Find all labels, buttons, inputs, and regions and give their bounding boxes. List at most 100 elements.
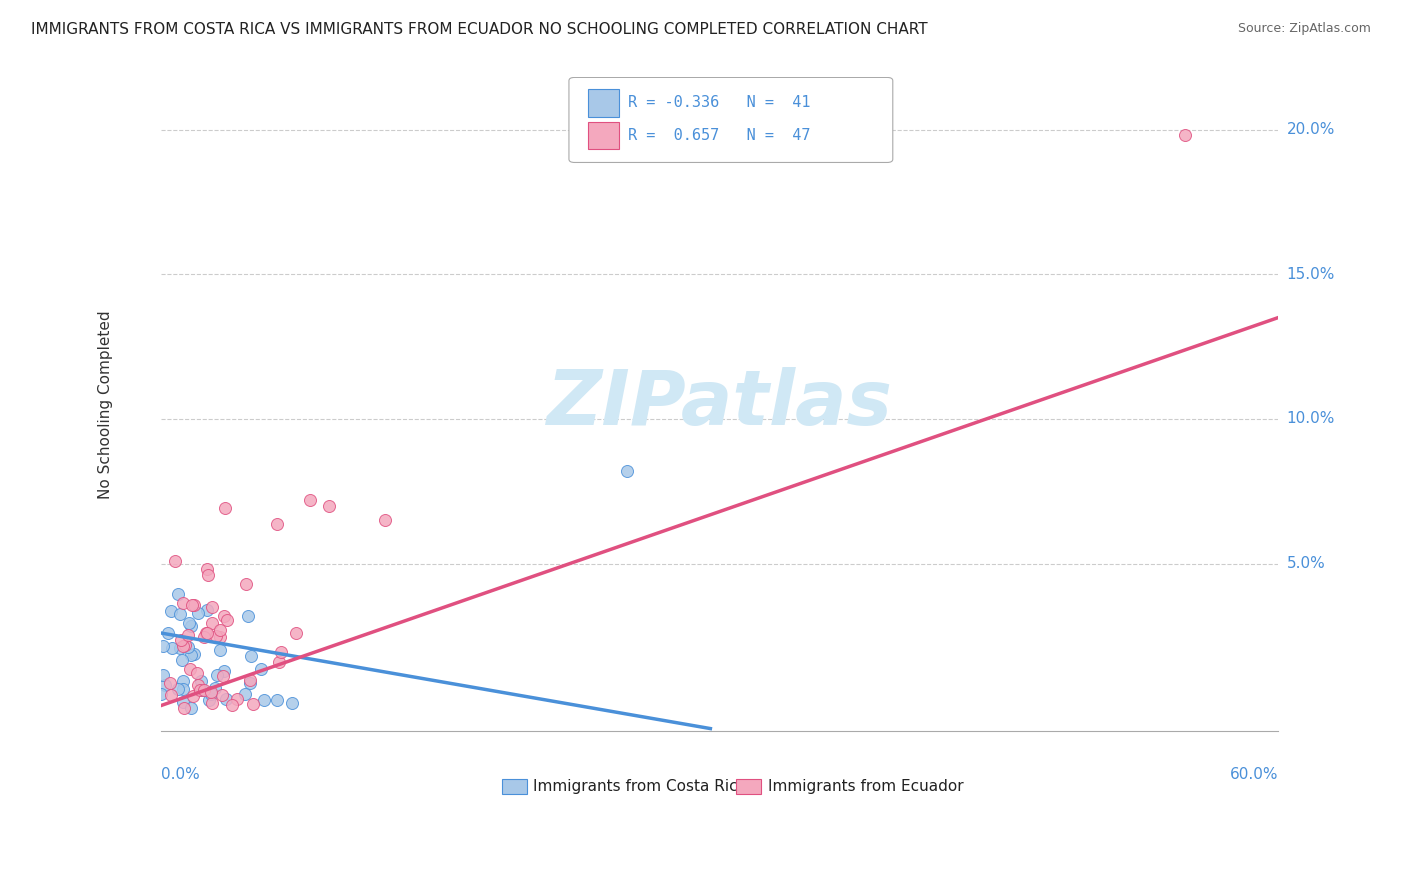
Point bbox=[177, 615, 200, 630]
Point bbox=[208, 630, 231, 644]
Point bbox=[181, 598, 204, 612]
Point bbox=[153, 678, 176, 692]
Point bbox=[169, 632, 191, 647]
Point bbox=[249, 662, 271, 676]
Point bbox=[233, 687, 256, 701]
Text: 60.0%: 60.0% bbox=[1230, 767, 1278, 782]
Bar bbox=[502, 780, 526, 794]
Point bbox=[204, 681, 226, 695]
Point bbox=[200, 687, 222, 701]
Point bbox=[159, 676, 181, 690]
Point bbox=[225, 691, 247, 706]
Point bbox=[191, 682, 214, 697]
Point bbox=[195, 626, 218, 640]
Text: 20.0%: 20.0% bbox=[1286, 122, 1334, 137]
Point bbox=[170, 653, 193, 667]
Point bbox=[211, 688, 233, 702]
Bar bbox=[588, 89, 619, 117]
Text: 0.0%: 0.0% bbox=[162, 767, 200, 782]
Point bbox=[177, 640, 200, 654]
Point bbox=[152, 667, 174, 681]
Point bbox=[172, 681, 194, 696]
Point bbox=[215, 613, 238, 627]
Point bbox=[181, 689, 204, 703]
Point bbox=[201, 696, 224, 710]
Point bbox=[187, 606, 209, 620]
Text: 15.0%: 15.0% bbox=[1286, 267, 1334, 282]
Point bbox=[197, 567, 219, 582]
Point bbox=[221, 698, 243, 712]
Point bbox=[177, 628, 200, 642]
Point bbox=[270, 645, 292, 659]
Point bbox=[214, 609, 236, 624]
Point bbox=[152, 639, 174, 653]
Text: Immigrants from Ecuador: Immigrants from Ecuador bbox=[768, 779, 963, 794]
Text: Source: ZipAtlas.com: Source: ZipAtlas.com bbox=[1237, 22, 1371, 36]
Point bbox=[169, 640, 191, 655]
Point bbox=[195, 562, 218, 576]
Point bbox=[180, 701, 202, 715]
Bar bbox=[737, 780, 761, 794]
Point bbox=[242, 697, 264, 711]
Point bbox=[266, 692, 288, 706]
Point bbox=[240, 648, 263, 663]
Point bbox=[160, 640, 183, 655]
Point bbox=[284, 626, 307, 640]
Point bbox=[374, 513, 396, 527]
Point bbox=[1174, 128, 1197, 143]
Point bbox=[235, 577, 257, 591]
Point bbox=[187, 678, 209, 692]
Bar bbox=[588, 122, 619, 149]
Point bbox=[193, 682, 215, 697]
Point bbox=[214, 500, 236, 515]
Text: 5.0%: 5.0% bbox=[1286, 556, 1324, 571]
Point bbox=[239, 673, 262, 687]
FancyBboxPatch shape bbox=[569, 78, 893, 162]
Point bbox=[269, 655, 291, 669]
Point bbox=[198, 693, 221, 707]
Point bbox=[180, 619, 202, 633]
Point bbox=[183, 598, 205, 612]
Text: R =  0.657   N =  47: R = 0.657 N = 47 bbox=[628, 128, 811, 143]
Point bbox=[215, 691, 238, 706]
Point bbox=[167, 587, 190, 601]
Text: IMMIGRANTS FROM COSTA RICA VS IMMIGRANTS FROM ECUADOR NO SCHOOLING COMPLETED COR: IMMIGRANTS FROM COSTA RICA VS IMMIGRANTS… bbox=[31, 22, 928, 37]
Text: R = -0.336   N =  41: R = -0.336 N = 41 bbox=[628, 95, 811, 111]
Point bbox=[201, 615, 224, 630]
Point bbox=[201, 599, 224, 614]
Point bbox=[239, 675, 262, 690]
Text: ZIPatlas: ZIPatlas bbox=[547, 368, 893, 442]
Point bbox=[266, 516, 288, 531]
Point bbox=[195, 603, 218, 617]
Point bbox=[616, 464, 638, 478]
Point bbox=[280, 696, 302, 710]
Point bbox=[209, 642, 232, 657]
Point bbox=[183, 647, 205, 661]
Point bbox=[236, 609, 259, 624]
Point bbox=[190, 682, 212, 697]
Point bbox=[208, 624, 231, 638]
Point bbox=[169, 607, 191, 621]
Point bbox=[205, 667, 228, 681]
Text: Immigrants from Costa Rica: Immigrants from Costa Rica bbox=[533, 779, 747, 794]
Point bbox=[150, 687, 173, 701]
Point bbox=[173, 700, 195, 714]
Point bbox=[172, 596, 194, 610]
Point bbox=[200, 685, 222, 699]
Point bbox=[173, 638, 195, 652]
Point bbox=[190, 673, 212, 688]
Point bbox=[180, 648, 202, 662]
Point bbox=[318, 499, 340, 513]
Point bbox=[165, 554, 187, 568]
Point bbox=[186, 666, 208, 681]
Point bbox=[179, 662, 201, 676]
Point bbox=[172, 673, 194, 688]
Point bbox=[167, 682, 190, 697]
Text: No Schooling Completed: No Schooling Completed bbox=[98, 310, 112, 499]
Point bbox=[160, 604, 183, 618]
Point bbox=[195, 626, 218, 640]
Point bbox=[212, 669, 235, 683]
Point bbox=[193, 630, 215, 644]
Point bbox=[214, 664, 236, 678]
Text: 10.0%: 10.0% bbox=[1286, 411, 1334, 426]
